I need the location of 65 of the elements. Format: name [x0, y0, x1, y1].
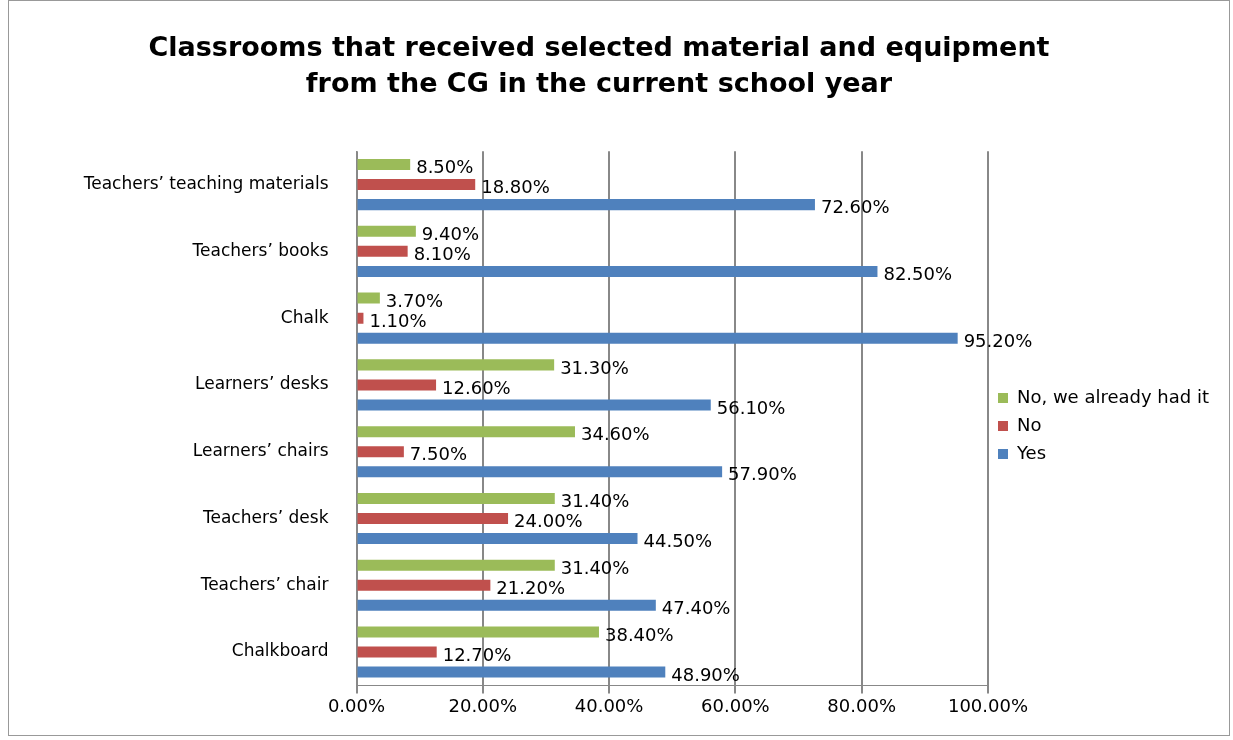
bar — [357, 245, 408, 257]
y-tick-label: Learners’ desks — [195, 373, 329, 394]
data-label: 48.90% — [671, 663, 740, 685]
data-label: 44.50% — [643, 530, 713, 552]
bar — [357, 225, 416, 237]
y-tick-label: Chalk — [280, 306, 329, 327]
bar — [357, 159, 411, 171]
data-label: 7.50% — [409, 443, 468, 465]
bar — [357, 446, 404, 458]
x-tick-label: 80.00% — [827, 694, 896, 716]
legend-label: No — [1016, 413, 1042, 435]
bar — [357, 179, 476, 191]
data-label: 72.60% — [820, 196, 890, 218]
bar — [357, 379, 437, 391]
y-tick-label: Teachers’ chair — [199, 573, 329, 594]
bar — [357, 399, 711, 411]
bar — [357, 626, 599, 638]
data-label: 56.10% — [716, 396, 786, 418]
bar — [357, 666, 666, 678]
data-label: 9.40% — [421, 223, 480, 244]
data-label: 31.40% — [560, 490, 630, 512]
data-label: 82.50% — [883, 263, 953, 285]
y-tick-label: Teachers’ teaching materials — [82, 173, 329, 194]
data-label: 8.50% — [416, 156, 474, 178]
legend-label: Yes — [1015, 441, 1047, 463]
data-label: 3.70% — [385, 289, 444, 311]
data-label: 34.60% — [580, 423, 650, 445]
y-tick-label: Learners’ chairs — [192, 440, 329, 461]
data-label: 95.20% — [963, 329, 1033, 351]
bar — [357, 532, 638, 544]
bar — [357, 332, 958, 344]
x-tick-label: 40.00% — [574, 694, 644, 716]
chart-title: Classrooms that received selected material and equipment from the CG in the current school year — [147, 30, 1051, 100]
data-label: 12.70% — [442, 643, 512, 665]
legend-label: No, we already had it — [1016, 385, 1210, 407]
x-tick-label: 60.00% — [701, 694, 770, 716]
bar — [357, 292, 380, 304]
y-tick-label: Teachers’ books — [191, 239, 329, 260]
data-label: 21.20% — [496, 576, 566, 598]
data-label: 47.40% — [661, 596, 731, 618]
data-label: 31.30% — [560, 356, 629, 378]
data-label: 24.00% — [514, 510, 583, 532]
data-label: 31.40% — [560, 556, 630, 578]
bar — [357, 426, 575, 438]
bar — [357, 646, 437, 658]
data-label: 12.60% — [442, 376, 511, 398]
data-label: 8.10% — [413, 243, 471, 265]
x-tick-label: 20.00% — [448, 694, 518, 716]
bar — [357, 359, 555, 371]
y-tick-label: Chalkboard — [231, 640, 329, 661]
data-label: 18.80% — [481, 176, 550, 198]
x-tick-label: 0.00% — [327, 694, 386, 716]
x-tick-label: 100.00% — [947, 694, 1029, 716]
data-label: 38.40% — [604, 623, 674, 645]
bar — [357, 199, 815, 211]
data-label: 1.10% — [369, 309, 427, 331]
bar — [357, 512, 509, 524]
bar — [357, 265, 878, 277]
bar — [357, 466, 723, 478]
bar — [357, 579, 491, 591]
bar — [357, 599, 656, 611]
bar — [357, 559, 555, 571]
data-label: 57.90% — [728, 463, 797, 485]
y-tick-label: Teachers’ desk — [201, 506, 329, 527]
bar — [357, 492, 555, 504]
